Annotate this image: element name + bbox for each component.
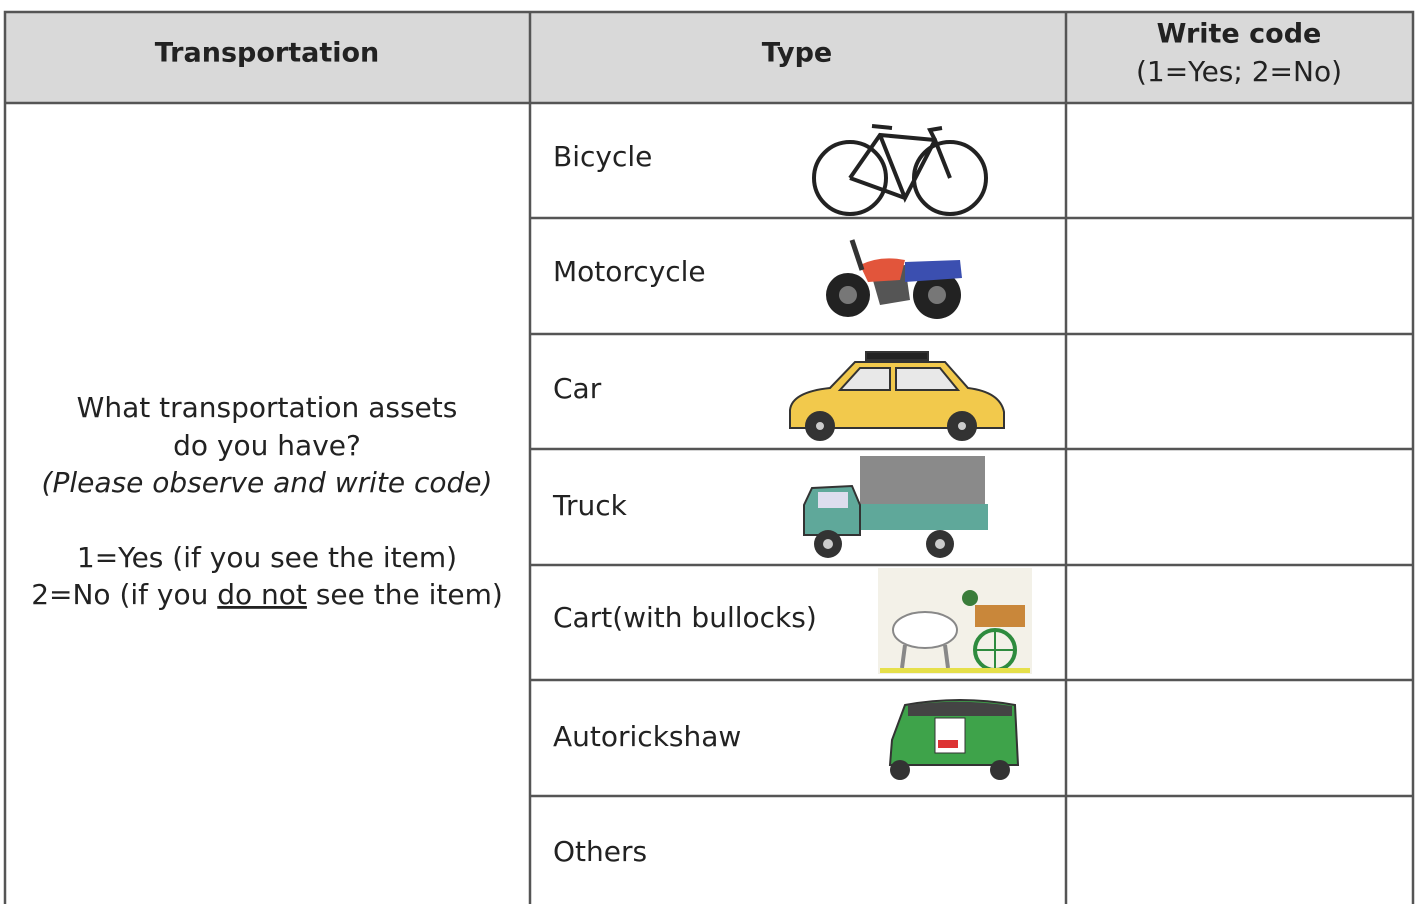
row-label: Others <box>553 835 647 868</box>
header-type: Type <box>762 38 832 69</box>
row-label: Motorcycle <box>553 255 706 288</box>
bicycle-icon <box>812 124 988 216</box>
row-label: Truck <box>552 489 628 522</box>
header-background <box>5 12 1413 103</box>
question-line: What transportation assets <box>77 391 458 424</box>
car-icon <box>789 351 1005 441</box>
bullock-cart-icon <box>878 568 1032 674</box>
table-grid <box>3 10 1415 904</box>
question-line: do you have? <box>173 429 361 462</box>
code-no-part: 2=No (if you <box>31 578 217 611</box>
code-no: 2=No (if you do not see the item) <box>31 578 503 611</box>
code-no-part: see the item) <box>307 578 503 611</box>
header-code-title: Write code <box>1157 19 1322 50</box>
motorcycle-icon <box>826 239 962 319</box>
autorickshaw-icon <box>888 699 1020 780</box>
header-transportation: Transportation <box>155 38 380 69</box>
header-code-note: (1=Yes; 2=No) <box>1136 55 1342 88</box>
question-instruction: (Please observe and write code) <box>42 466 493 499</box>
row-label: Autorickshaw <box>553 720 741 753</box>
row-label: Bicycle <box>553 140 652 173</box>
row-label: Cart(with bullocks) <box>553 601 817 634</box>
truck-icon <box>803 456 988 558</box>
code-no-emphasis: do not <box>217 578 307 611</box>
row-label: Car <box>553 372 602 405</box>
code-yes: 1=Yes (if you see the item) <box>77 541 457 574</box>
